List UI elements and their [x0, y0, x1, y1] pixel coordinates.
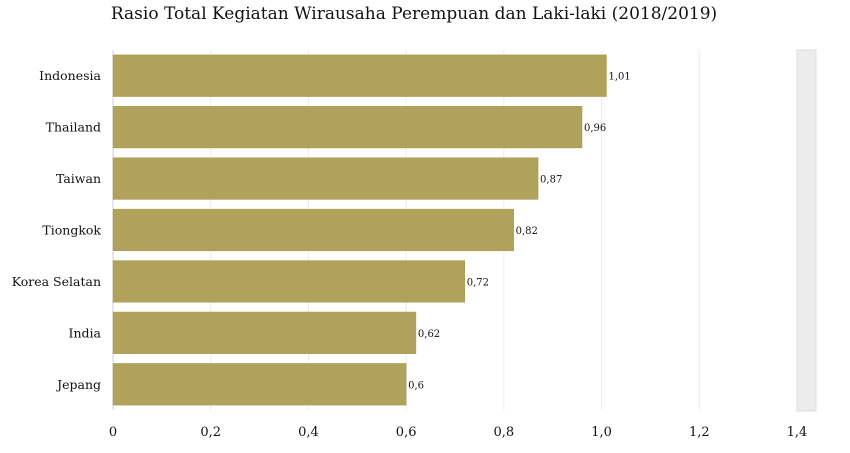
data-label: 0,96 [584, 123, 606, 134]
y-tick-label: India [69, 325, 102, 340]
data-label: 0,87 [540, 175, 562, 186]
x-tick-label: 0,2 [200, 425, 221, 440]
bar [112, 54, 607, 97]
x-tick-label: 0,8 [494, 425, 515, 440]
y-tick-label: Tiongkok [42, 223, 101, 238]
y-tick-label: Korea Selatan [12, 274, 101, 289]
bar [112, 363, 407, 406]
data-label: 0,6 [408, 380, 424, 391]
x-tick-label: 1,4 [787, 425, 808, 440]
bar [112, 311, 417, 354]
category-axis: Indonesia Thailand Taiwan Tiongkok Korea Sel… [12, 68, 102, 392]
chart-title: Rasio Total Kegiatan Wirausaha Perempuan… [110, 4, 718, 24]
data-label: 0,62 [418, 329, 440, 340]
data-label: 0,82 [516, 226, 538, 237]
bar [112, 260, 466, 303]
x-tick-label: 0,6 [396, 425, 417, 440]
y-tick-label: Taiwan [56, 171, 101, 186]
x-tick-label: 1,2 [689, 425, 710, 440]
bar [112, 157, 539, 200]
x-tick-label: 0,4 [298, 425, 319, 440]
y-tick-label: Jepang [55, 377, 101, 392]
value-axis: 0 0,2 0,4 0,6 0,8 1,0 1,2 1,4 [109, 425, 807, 440]
bar [112, 106, 583, 149]
bar [112, 208, 514, 252]
x-tick-label: 0 [109, 425, 117, 440]
y-tick-label: Indonesia [39, 68, 101, 83]
data-label: 0,72 [467, 277, 489, 288]
scrollbar-track[interactable] [796, 49, 817, 412]
bars: 1,01 0,96 0,87 0,82 0,72 0,62 0,6 [112, 54, 631, 406]
data-label: 1,01 [608, 72, 630, 83]
y-tick-label: Thailand [46, 120, 101, 135]
x-tick-label: 1,0 [591, 425, 612, 440]
